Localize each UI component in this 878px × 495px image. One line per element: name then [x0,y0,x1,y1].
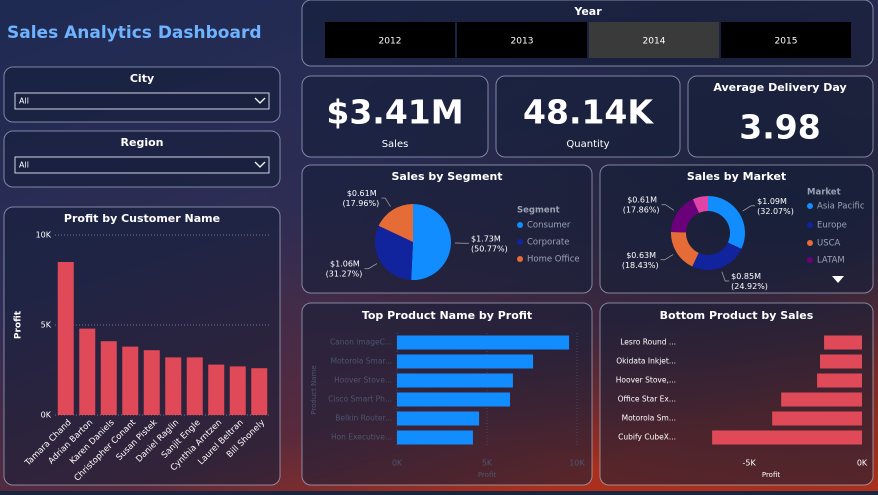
slicer-dropdown[interactable] [15,157,269,173]
y-tick-label: 5K [41,321,52,330]
card-value: $3.41M [326,93,463,132]
bar [781,393,862,407]
legend-entry: Home Office [527,255,580,265]
year-option: 2013 [511,37,534,47]
chart-title: Profit by Customer Name [64,212,220,225]
x-tick-label: 5K [482,459,493,468]
y-tick-label: Cisco Smart Ph... [328,395,392,404]
slicer-label: Region [121,136,164,149]
data-label: $1.09M (32.07%) [757,196,794,215]
legend-swatch [807,203,813,209]
year-option: 2015 [775,37,798,47]
bar [58,262,74,415]
data-label: $1.06M (31.27%) [326,259,363,278]
y-axis-label: Profit [14,310,24,339]
bar [772,412,862,426]
legend-entry: Corporate [527,238,570,248]
legend-swatch [517,256,523,262]
y-tick-label: Hoover Stove... [334,376,392,385]
bar [208,365,224,415]
legend-entry: Consumer [527,221,571,231]
chart-title: Bottom Product by Sales [660,309,814,322]
data-label: $0.63M (18.43%) [622,250,659,269]
year-option: 2014 [643,37,666,47]
data-label: $0.61M (17.86%) [623,195,660,214]
x-axis-label: Profit [762,471,781,479]
y-tick-label: Lesro Round ... [620,338,676,347]
x-tick-label: 10K [569,459,585,468]
year-label: Year [573,5,602,18]
bar [165,357,181,415]
bar [397,412,479,426]
y-tick-label: Motorola Smar... [331,357,392,366]
bar [820,355,862,369]
bar [817,374,862,388]
bar [144,350,160,415]
chart-title: Top Product Name by Profit [362,309,532,322]
chart-title: Sales by Segment [391,170,502,183]
legend-title: Segment [517,206,560,216]
bar [824,336,862,350]
bar [397,393,510,407]
y-tick-label: Hon Executive... [331,433,392,442]
data-label: $1.73M (50.77%) [471,234,508,253]
legend-swatch [807,222,813,228]
y-tick-label: Office Star Ex... [618,395,676,404]
bar [397,431,473,445]
bar [397,336,569,350]
legend-swatch [807,240,813,246]
y-tick-label: Motorola Sm... [622,414,676,423]
data-label: $0.61M (17.96%) [342,189,379,208]
slicer-dropdown[interactable] [15,93,269,109]
y-tick-label: 0K [41,411,52,420]
card-title: Average Delivery Day [713,81,846,94]
y-tick-label: Hoover Stove,... [616,376,676,385]
legend-swatch [517,222,523,228]
legend-swatch [807,257,813,263]
bar [397,374,513,388]
slicer-label: City [130,72,154,85]
data-label: $0.85M (24.92%) [731,272,768,291]
chart-title: Sales by Market [687,170,786,183]
y-axis-label: Product Name [310,365,318,414]
y-tick-label: Canon imageC... [330,338,392,347]
y-tick-label: 10K [36,231,52,240]
legend-entry: LATAM [817,256,845,266]
y-tick-label: Cubify CubeX... [618,433,676,442]
x-tick-label: 0K [857,459,868,468]
slicer-value: All [19,161,29,170]
legend-swatch [517,239,523,245]
bar [397,355,533,369]
bar [122,347,138,415]
bar [712,431,862,445]
card-value: 3.98 [739,108,820,147]
dashboard-title: Sales Analytics Dashboard [7,23,262,43]
card-label: Sales [382,139,409,150]
bar [79,329,95,415]
legend-entry: Asia Pacific [817,202,865,212]
bar [251,368,267,415]
x-axis-label: Profit [478,471,497,479]
year-option: 2012 [379,37,402,47]
x-tick-label: -5K [743,459,757,468]
legend-entry: Europe [817,221,847,231]
legend-entry: USCA [817,239,841,249]
bar [187,357,203,415]
card-label: Quantity [566,139,609,150]
card-value: 48.14K [523,93,654,132]
y-tick-label: Belkin Router... [335,414,392,423]
bar [230,366,246,415]
legend-title: Market [807,188,841,198]
x-tick-label: 0K [392,459,403,468]
slicer-value: All [19,97,29,106]
bar [101,341,117,415]
y-tick-label: Okidata Inkjet... [616,357,676,366]
